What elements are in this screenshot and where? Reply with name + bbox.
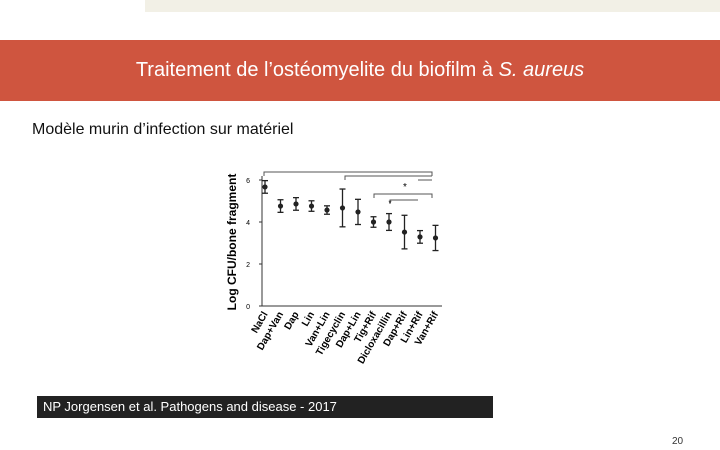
mean-point [417, 234, 423, 240]
significance-brackets [263, 171, 433, 204]
y-tick-label: 0 [246, 304, 250, 311]
significance-marker: * [388, 199, 391, 208]
mean-point [262, 184, 268, 190]
mean-point [370, 219, 377, 225]
y-tick-label: 6 [246, 178, 250, 185]
subtitle: Modèle murin d’infection sur matériel [32, 121, 294, 138]
caption: NP Jorgensen et al. Pathogens and diseas… [37, 396, 493, 418]
mean-point [386, 219, 392, 225]
mean-point [355, 209, 361, 215]
mean-point [401, 229, 408, 235]
mean-point [277, 203, 284, 209]
mean-point [339, 205, 346, 211]
y-axis-label: Log CFU/bone fragment [225, 174, 239, 311]
title-italic: S. aureus [498, 59, 585, 81]
mean-point [293, 201, 299, 207]
top-bar [145, 0, 720, 12]
title: Traitement de l’ostéomyelite du biofilm … [135, 59, 494, 81]
mean-point [308, 203, 315, 209]
y-tick-label: 4 [246, 220, 250, 227]
mean-point [324, 207, 330, 213]
y-tick-label: 2 [246, 262, 250, 269]
significance-marker: * [403, 182, 407, 193]
title-banner: Traitement de l’ostéomyelite du biofilm … [0, 40, 720, 101]
mean-point [432, 235, 439, 241]
page-number: 20 [672, 436, 684, 447]
x-tick-label: Dap [283, 310, 302, 332]
